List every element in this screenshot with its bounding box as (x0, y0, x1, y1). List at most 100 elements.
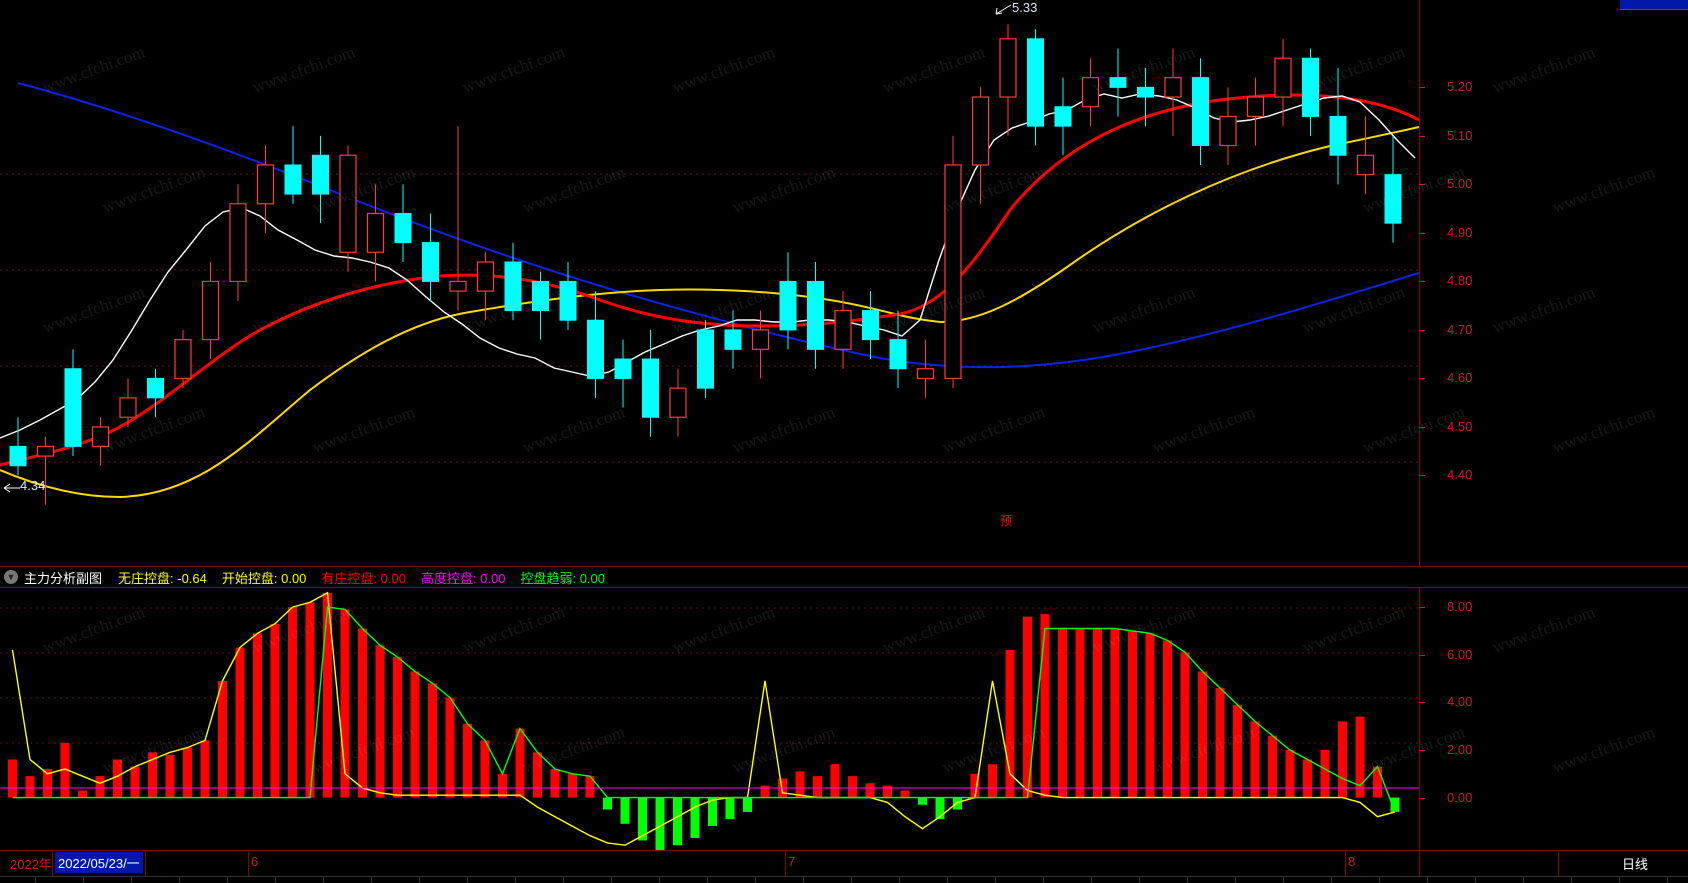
indicator-bar (1338, 721, 1347, 798)
indicator-tickmark (1419, 797, 1425, 799)
date-grid-tick (419, 877, 420, 883)
indicator-tickmark (1419, 749, 1425, 751)
indicator-bar (1390, 797, 1400, 812)
price-tickmark (1419, 378, 1425, 380)
candle-body (1302, 57, 1319, 117)
date-axis[interactable]: 2022年 2022/05/23/一 6 7 8 日线 (0, 850, 1688, 883)
indicator-bar (393, 657, 402, 798)
indicator-bar (935, 797, 945, 820)
date-grid-tick (35, 877, 36, 883)
chevron-down-icon[interactable]: ▼ (4, 570, 18, 584)
indicator-bar (113, 759, 122, 798)
candlesticks (9, 24, 1402, 505)
indicator-header[interactable]: ▼ 主力分析副图 无庄控盘: -0.64 开始控盘: 0.00 有庄控盘: 0.00… (0, 566, 1688, 588)
indicator-bar (1128, 630, 1137, 798)
date-grid-tick (1379, 877, 1380, 883)
indicator-bar (1110, 628, 1120, 798)
indicator-bar (200, 740, 210, 798)
indicator-bar (1198, 671, 1207, 798)
date-grid-tick (707, 877, 708, 883)
indicator-bar (235, 647, 245, 798)
high-price-annotation: 5.33 (1012, 0, 1038, 15)
indicator-tickmark (1419, 607, 1425, 609)
indicator-bar (410, 671, 420, 798)
candle-body (587, 319, 604, 379)
candle-body (669, 387, 687, 418)
candle-body (504, 261, 522, 312)
candle-body (339, 154, 357, 253)
date-grid-tick (563, 877, 564, 883)
date-grid-tick (1091, 877, 1092, 883)
indicator-bar (25, 776, 35, 798)
selected-date-label[interactable]: 2022/05/23/一 (55, 852, 143, 873)
date-grid-tick (851, 877, 852, 883)
price-tick-label: 4.50 (1447, 418, 1473, 434)
price-tick-label: 5.00 (1447, 176, 1473, 192)
price-readout-cell[interactable] (1620, 0, 1688, 10)
date-grid-tick (755, 877, 756, 883)
indicator-pane[interactable] (0, 588, 1419, 850)
price-tick-label: 4.70 (1447, 321, 1473, 337)
candle-body (256, 164, 275, 205)
price-tickmark (1419, 329, 1425, 331)
ma-line-yellow (0, 126, 1419, 499)
indicator-bar (340, 609, 350, 798)
date-grid-tick (1043, 877, 1044, 883)
indicator-tickmark (1419, 654, 1425, 656)
price-tick-label: 4.80 (1447, 273, 1473, 289)
date-grid-tick (179, 877, 180, 883)
indicator-bar (358, 628, 367, 798)
year-label: 2022年 (10, 857, 52, 872)
price-pane[interactable]: 5.33 4.34 (0, 0, 1419, 524)
indicator-bar (1320, 749, 1330, 798)
indicator-bar (620, 797, 630, 824)
date-grid-tick (1427, 877, 1428, 883)
indicator-legend-item-1: 开始控盘: 0.00 (221, 570, 307, 586)
candle-body (64, 368, 82, 447)
low-arrow-icon (3, 483, 20, 493)
period-label: 日线 (1621, 857, 1648, 872)
date-grid-tick (1139, 877, 1140, 883)
date-grid-tick (131, 877, 132, 883)
price-tickmark (1419, 281, 1425, 283)
candle-body (559, 280, 577, 321)
indicator-bar (1005, 649, 1015, 798)
candle-body (366, 212, 385, 253)
indicator-tick-label: 4.00 (1447, 694, 1473, 710)
indicator-bar (480, 740, 490, 798)
indicator-bar (1040, 614, 1050, 798)
price-tickmark (1419, 184, 1425, 186)
indicator-bar (288, 607, 297, 798)
indicator-bar (1163, 640, 1172, 798)
date-grid-tick (1331, 877, 1332, 883)
indicator-legend-item-0: 无庄控盘: -0.64 (118, 570, 207, 586)
date-grid-tick (275, 877, 276, 883)
candle-body (779, 280, 797, 331)
month-tick-6: 6 (251, 854, 259, 869)
candle-body (1384, 174, 1402, 224)
price-chart-svg (0, 82, 1419, 499)
date-grid-tick (995, 877, 996, 883)
indicator-bar (1355, 716, 1365, 798)
candle-body (1137, 86, 1154, 98)
indicator-bar (498, 773, 507, 798)
candle-body (9, 445, 27, 467)
candle-body (36, 445, 55, 457)
indicator-legend-item-4: 控盘趋弱: 0.00 (520, 570, 605, 586)
indicator-bar (515, 728, 525, 798)
date-grid-tick (1235, 877, 1236, 883)
candle-body (174, 339, 192, 380)
indicator-bars (8, 592, 1400, 850)
price-tickmark (1419, 426, 1425, 428)
indicator-bar (988, 764, 997, 798)
indicator-bar (1180, 652, 1190, 798)
indicator-tick-label: 6.00 (1447, 646, 1473, 662)
candle-body (476, 261, 495, 292)
indicator-bar (60, 742, 70, 798)
price-tick-label: 4.90 (1447, 224, 1473, 240)
candle-body (889, 339, 907, 370)
price-axis: 4.40 4.50 4.60 4.70 4.80 4.90 5.00 5.10 5.20 (1419, 0, 1688, 566)
indicator-bar (865, 783, 875, 798)
date-grid-tick (1667, 877, 1668, 883)
candle-body (284, 164, 302, 195)
